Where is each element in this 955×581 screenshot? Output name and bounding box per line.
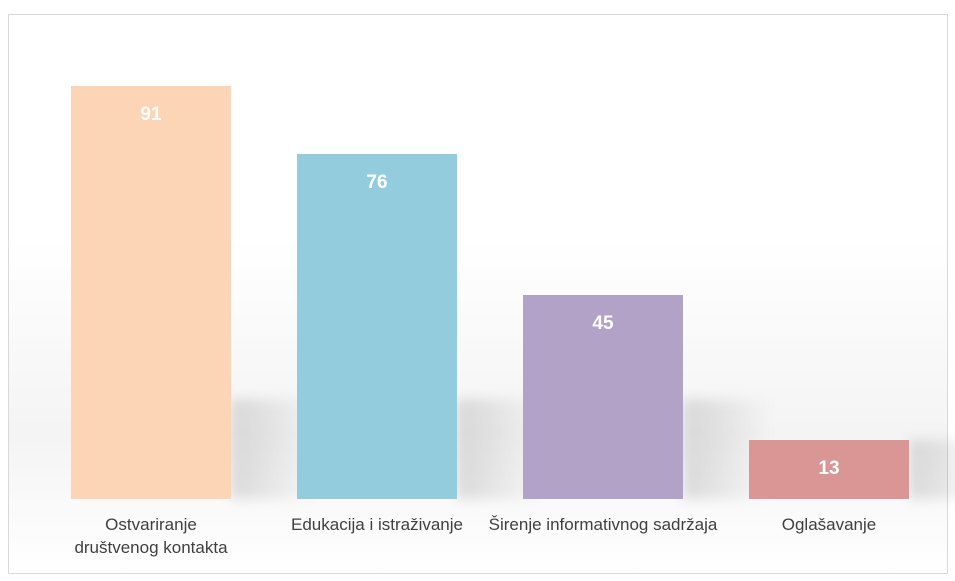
- data-label: 13: [818, 457, 840, 479]
- bar: [71, 85, 231, 499]
- data-label: 76: [366, 171, 388, 193]
- x-tick-label: Edukacija i istraživanje: [291, 515, 463, 534]
- data-label: 91: [140, 103, 162, 125]
- bar: [297, 153, 457, 499]
- x-tick-label: Širenje informativnog sadržaja: [488, 515, 718, 534]
- data-label: 45: [592, 312, 614, 334]
- x-tick-label: Oglašavanje: [781, 515, 877, 534]
- bar: [523, 294, 683, 499]
- chart: 91 Ostvariranje društvenog kontakta 76 Eduk…: [8, 14, 955, 574]
- x-tick-label: Ostvariranje društvenog kontakta: [74, 515, 228, 557]
- bar: [749, 439, 909, 499]
- bar-shadow: [909, 439, 955, 499]
